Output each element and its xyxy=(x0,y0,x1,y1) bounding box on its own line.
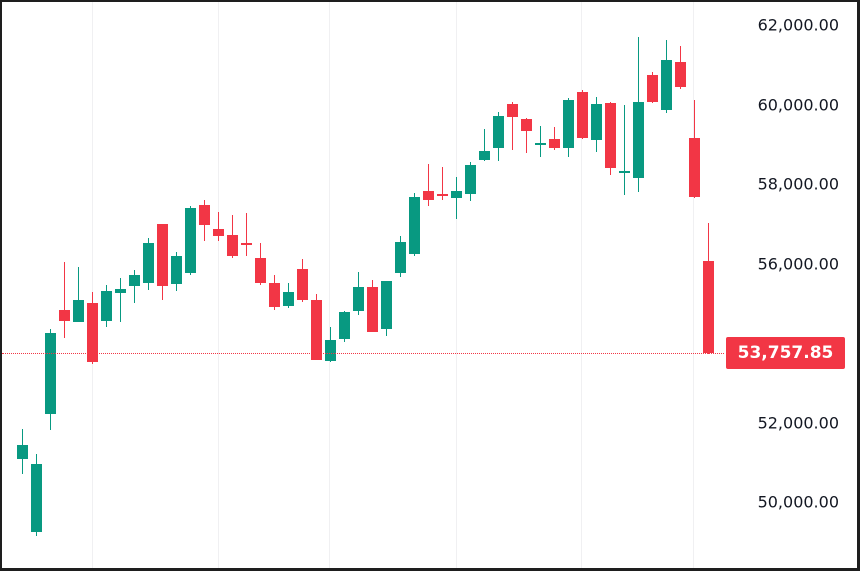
candle-body-up[interactable] xyxy=(171,255,182,285)
candle-wick-down xyxy=(246,213,247,256)
candle-body-down[interactable] xyxy=(647,75,658,103)
candle-body-down[interactable] xyxy=(199,205,210,225)
candle-wick-up xyxy=(624,104,625,196)
candle-body-down[interactable] xyxy=(549,139,560,148)
candle-wick-up xyxy=(120,278,121,322)
candle-body-up[interactable] xyxy=(535,143,546,146)
candle-body-up[interactable] xyxy=(101,290,112,322)
candle-body-down[interactable] xyxy=(605,102,616,169)
candle-body-up[interactable] xyxy=(479,151,490,161)
candle-wick-down xyxy=(428,164,429,206)
candle-body-down[interactable] xyxy=(59,310,70,322)
candle-wick-down xyxy=(442,166,443,200)
vertical-gridline xyxy=(456,2,457,568)
candle-body-up[interactable] xyxy=(591,104,602,140)
candle-wick-up xyxy=(134,269,135,303)
y-tick-label: 52,000.00 xyxy=(757,413,839,432)
vertical-gridline xyxy=(581,2,582,568)
candle-body-down[interactable] xyxy=(157,224,168,287)
candle-wick-up xyxy=(540,125,541,157)
candle-body-down[interactable] xyxy=(689,137,700,198)
candle-body-down[interactable] xyxy=(521,119,532,132)
candle-wick-down xyxy=(526,118,527,153)
candle-body-up[interactable] xyxy=(409,197,420,254)
vertical-gridline xyxy=(329,2,330,568)
candle-body-up[interactable] xyxy=(129,275,140,287)
candle-body-up[interactable] xyxy=(353,286,364,312)
y-tick-label: 50,000.00 xyxy=(757,492,839,512)
candle-body-down[interactable] xyxy=(269,282,280,307)
candle-body-down[interactable] xyxy=(227,234,238,256)
vertical-gridline xyxy=(218,2,219,568)
candle-body-up[interactable] xyxy=(115,288,126,293)
candle-body-up[interactable] xyxy=(31,464,42,533)
candle-body-up[interactable] xyxy=(465,164,476,194)
vertical-gridline xyxy=(693,2,694,568)
candle-body-up[interactable] xyxy=(633,102,644,179)
candle-body-down[interactable] xyxy=(213,228,224,237)
candle-body-up[interactable] xyxy=(395,242,406,274)
candle-wick-up xyxy=(78,267,79,322)
y-tick-label: 62,000.00 xyxy=(757,15,839,35)
candle-body-up[interactable] xyxy=(73,300,84,322)
candle-wick-down xyxy=(554,127,555,150)
candle-body-down[interactable] xyxy=(437,193,448,196)
candle-body-down[interactable] xyxy=(423,191,434,200)
candle-wick-up xyxy=(484,129,485,161)
candle-body-up[interactable] xyxy=(619,170,630,173)
candle-wick-up xyxy=(456,176,457,219)
candle-body-down[interactable] xyxy=(311,300,322,361)
candle-body-down[interactable] xyxy=(87,302,98,363)
candle-body-down[interactable] xyxy=(577,92,588,138)
y-tick-label: 60,000.00 xyxy=(757,95,839,114)
candle-body-down[interactable] xyxy=(255,257,266,283)
candle-body-down[interactable] xyxy=(507,104,518,117)
candle-body-up[interactable] xyxy=(451,191,462,198)
candle-body-up[interactable] xyxy=(661,59,672,111)
candle-body-up[interactable] xyxy=(339,311,350,339)
candle-wick-down xyxy=(512,102,513,150)
y-tick-label: 58,000.00 xyxy=(757,174,839,194)
candle-body-up[interactable] xyxy=(45,333,56,415)
candle-body-down[interactable] xyxy=(675,61,686,87)
price-axis[interactable]: 62,000.0060,000.0058,000.0056,000.0054,0… xyxy=(724,2,857,568)
candle-wick-down xyxy=(218,211,219,241)
candle-body-up[interactable] xyxy=(17,445,28,460)
candle-body-up[interactable] xyxy=(185,207,196,274)
candle-body-down[interactable] xyxy=(367,286,378,332)
last-price-label: 53,757.85 xyxy=(726,336,845,369)
candle-body-down[interactable] xyxy=(703,261,714,353)
candle-body-up[interactable] xyxy=(283,292,294,307)
y-tick-label: 56,000.00 xyxy=(757,254,839,273)
candle-body-down[interactable] xyxy=(297,269,308,301)
last-price-line xyxy=(2,352,724,354)
candle-body-up[interactable] xyxy=(493,116,504,148)
candle-body-up[interactable] xyxy=(563,100,574,148)
candle-body-up[interactable] xyxy=(143,242,154,283)
candle-wick-down xyxy=(64,261,65,339)
candle-body-up[interactable] xyxy=(381,280,392,330)
candle-body-up[interactable] xyxy=(325,340,336,361)
vertical-gridline xyxy=(92,2,93,568)
candle-body-down[interactable] xyxy=(241,242,252,245)
candlestick-plot-area[interactable] xyxy=(2,2,724,568)
